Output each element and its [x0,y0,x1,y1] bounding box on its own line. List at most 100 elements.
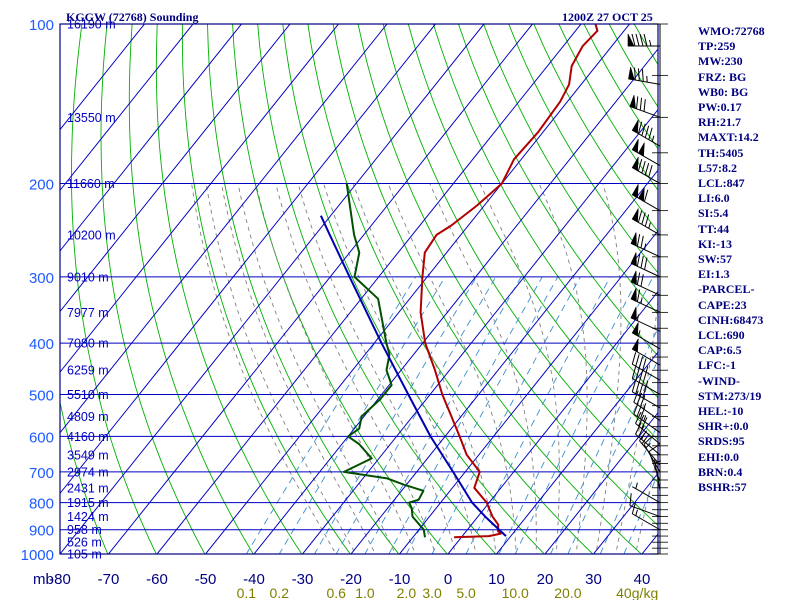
wind-pennant [630,287,637,302]
index-item: SW:57 [698,252,733,267]
moist-adiabat [221,183,376,554]
wind-feather [631,379,637,393]
isotherm [544,411,658,554]
mixing-ratio-line [498,276,640,554]
moist-adiabat [479,183,560,554]
wind-feather [639,430,648,442]
wind-half-feather [635,509,638,516]
index-item: SRDS:95 [698,434,745,449]
moist-adiabat [323,183,477,554]
wind-barb [648,451,661,482]
pressure-tick-labels: 100 200 300 400 500 600 700 800 900 1000 [21,17,54,564]
wind-feather [641,161,646,174]
dry-adiabat [382,24,658,483]
index-item: WB0: BG [698,84,749,99]
index-item: LFC:-1 [698,358,736,373]
wind-half-feather [645,380,649,387]
temperature-tick-label: 20 [537,571,554,588]
temperature-tick-labels: mb-80 -70 -60 -50 -40 -30 -20 -10 0 10 20 30 40 [33,571,650,588]
wind-feather [643,189,649,202]
wind-feather [635,412,642,424]
valid-time: 1200Z 27 OCT 25 [562,10,653,24]
temperature-tick-label: -30 [292,571,314,588]
wind-barb [635,433,661,456]
wind-barb [643,443,661,473]
wind-feather [638,370,644,383]
index-item: BSHR:57 [698,480,747,495]
dry-adiabat [8,24,63,565]
wind-half-feather [636,314,640,321]
wind-half-feather [643,415,647,422]
wind-feather [636,404,642,417]
index-item: L57:8.2 [698,160,737,175]
temperature-tick-label: -50 [195,571,217,588]
parcel-line [319,215,507,537]
plot-frame [59,23,659,555]
wind-feather [635,33,640,47]
index-item: PW:0.17 [698,100,742,115]
temperature-line [419,24,599,539]
wind-barb [632,486,661,504]
moist-adiabat [237,183,396,554]
wind-feather [643,435,654,445]
isotherm [60,24,437,495]
moist-adiabat [352,183,497,554]
temperature-tick-label: -60 [146,571,168,588]
mixing-ratio-label: 0.2 [270,585,290,600]
pressure-tick-label: 600 [29,429,54,446]
temperature-tick-label: 0 [444,571,452,588]
height-label: 10200 m [67,228,116,242]
moist-adiabat [615,295,658,554]
mixing-ratio-line [245,276,417,554]
mixing-ratio-line [431,276,581,554]
temperature-tick-label: -20 [340,571,362,588]
wind-feather [639,97,643,111]
wind-feather [636,96,639,109]
index-item: LI:6.0 [698,191,730,206]
dry-adiabat [100,24,206,554]
dry-adiabat [332,24,642,554]
mixing-ratio-label: 0.1 [237,585,257,600]
index-item: LCL:847 [698,176,745,191]
moist-adiabat [275,183,436,554]
mixing-ratio-line [278,276,446,554]
y-axis-label: mb [33,571,54,588]
wind-feather [635,368,640,381]
pressure-tick-label: 900 [29,523,54,540]
isotherm [204,24,631,554]
wind-pennant [628,66,635,81]
index-item: BRN:0.4 [698,464,743,479]
mixing-ratio-label: 10.0 [502,585,529,600]
isotherm [107,24,534,554]
dry-adiabat [282,24,545,554]
wind-barb [629,505,661,518]
dry-adiabat [71,24,157,554]
height-label: 13550 m [67,111,116,125]
wind-feather [641,417,648,429]
wind-feather [636,254,641,267]
dry-adiabat [407,24,658,441]
wind-pennant [631,322,639,337]
dry-adiabat [257,24,497,554]
wind-pennant [630,252,637,267]
mixing-ratio-labels: 0.1 0.2 0.6 1.0 2.0 3.0 5.0 10.0 20.0 40 g/kg [237,585,659,600]
wind-pennant [631,139,639,154]
wind-half-feather [637,330,641,337]
wind-feather [640,235,644,249]
isotherm [301,108,658,554]
dry-adiabat [207,24,400,554]
wind-pennant [631,208,639,223]
wind-feather [629,493,632,506]
wind-pennant [630,306,637,321]
wind-half-feather [645,366,649,373]
pressure-tick-label: 1000 [21,547,54,564]
wind-pennant [637,187,645,202]
wind-half-feather [640,297,643,304]
wind-feather [638,425,645,438]
height-label: 7977 m [67,306,109,320]
wind-feather [648,444,660,452]
moist-adiabat [191,183,337,554]
wind-half-feather [651,135,655,142]
mixing-ratio-label: 1.0 [355,585,375,600]
wind-feather [643,99,646,112]
